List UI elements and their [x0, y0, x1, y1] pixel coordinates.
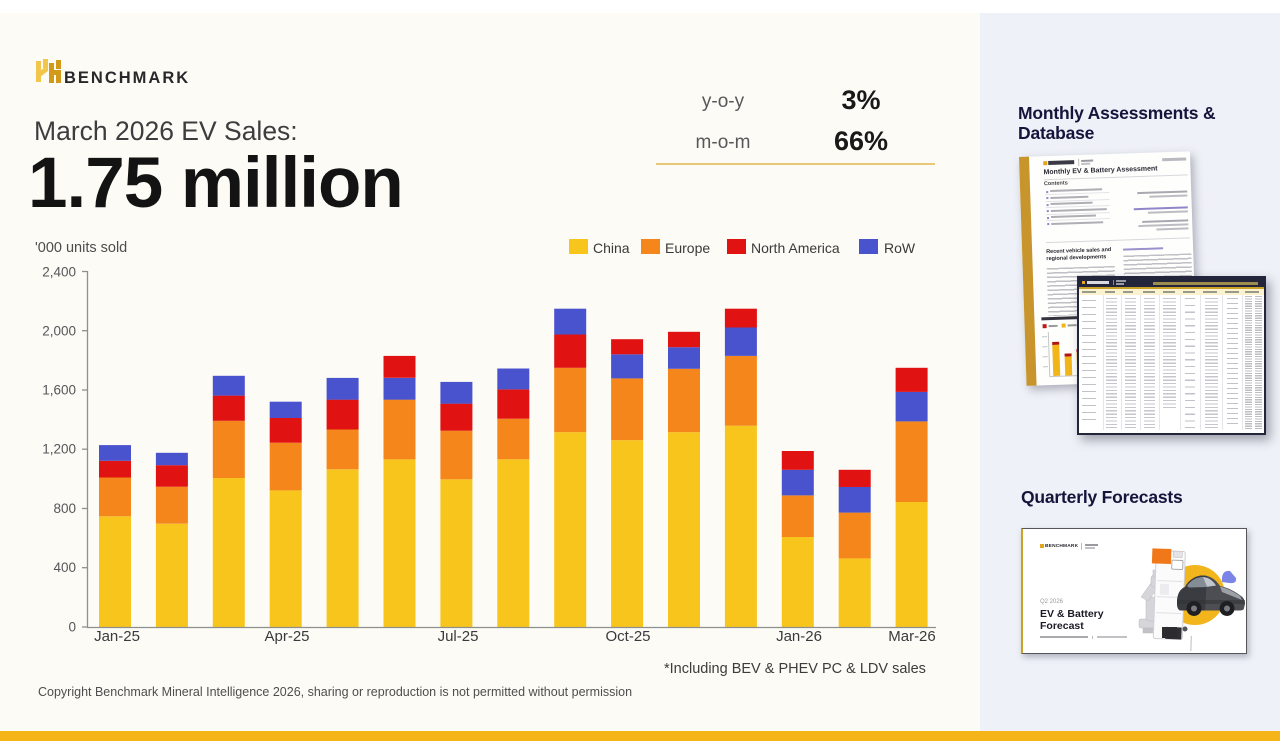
svg-text:400: 400 — [53, 560, 76, 575]
svg-text:1,600: 1,600 — [42, 383, 76, 398]
svg-text:Jul-25: Jul-25 — [438, 628, 479, 645]
svg-text:Jan-25: Jan-25 — [94, 628, 140, 645]
svg-text:Apr-25: Apr-25 — [264, 628, 309, 645]
svg-text:Oct-25: Oct-25 — [605, 628, 650, 645]
svg-text:2,400: 2,400 — [42, 265, 76, 280]
svg-text:1,200: 1,200 — [42, 442, 76, 457]
svg-text:2,000: 2,000 — [42, 324, 76, 339]
svg-text:0: 0 — [68, 620, 76, 635]
svg-text:Mar-26: Mar-26 — [888, 628, 936, 645]
svg-text:800: 800 — [53, 501, 76, 516]
svg-text:Jan-26: Jan-26 — [776, 628, 822, 645]
